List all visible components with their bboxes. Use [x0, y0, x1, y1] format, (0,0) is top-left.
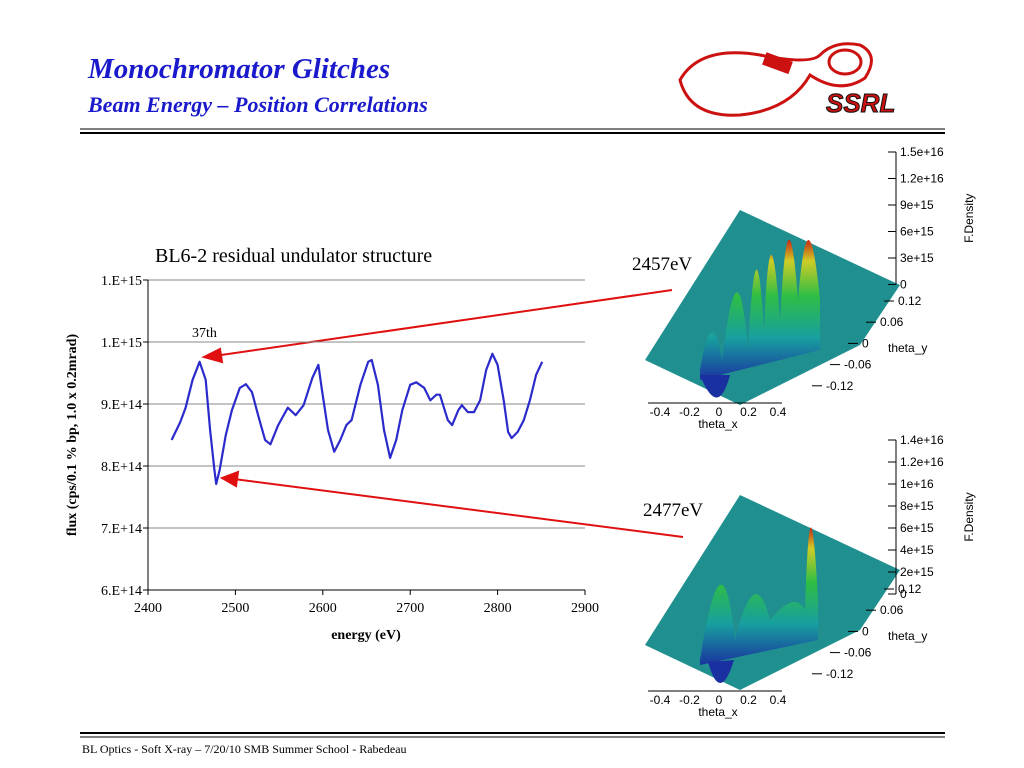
z-tick-label: 0 — [900, 278, 907, 292]
y-tick-label: 8.E+14 — [101, 460, 142, 475]
surface-dip — [708, 660, 734, 684]
chart-title: BL6-2 residual undulator structure — [155, 245, 432, 267]
z-tick-label: 1.5e+16 — [900, 145, 944, 159]
logo-text: SSRL — [826, 88, 895, 118]
x-tick-label: 2500 — [221, 601, 249, 616]
surface-label: 2477eV — [643, 500, 703, 521]
surface-plot: 2457eV 1.5e+16 1.2e+16 9e+15 6e+15 3e+15 0 F.De… — [632, 145, 976, 431]
x-tick-label: 0 — [716, 405, 723, 419]
x-tick-label: 0.2 — [740, 405, 757, 419]
x-tick-label: -0.4 — [650, 693, 671, 707]
x-tick-label: -0.2 — [679, 693, 700, 707]
x-axis-label: energy (eV) — [331, 628, 401, 643]
logo: SSRL — [678, 42, 896, 119]
z-title: F.Density — [962, 492, 976, 541]
z-tick-label: 4e+15 — [900, 543, 934, 557]
x-tick-label: 2700 — [396, 601, 424, 616]
y-title: theta_y — [888, 341, 927, 355]
y-tick-label: 0 — [862, 336, 869, 350]
z-tick-label: 8e+15 — [900, 499, 934, 513]
x-tick-label: -0.2 — [679, 405, 700, 419]
z-tick-label: 1.2e+16 — [900, 455, 944, 469]
y-tick-label: -0.12 — [826, 667, 854, 681]
annotation: 37th — [192, 326, 217, 341]
surface-label: 2457eV — [632, 254, 692, 275]
surface-peaks — [700, 527, 818, 665]
x-tick-label: 0.4 — [770, 693, 787, 707]
z-tick-label: 1.4e+16 — [900, 433, 944, 447]
title: Monochromator Glitches — [87, 53, 390, 85]
y-tick-label: 7.E+14 — [101, 522, 142, 537]
y-tick-label: -0.06 — [844, 358, 872, 372]
x-tick-label: 0.4 — [770, 405, 787, 419]
y-tick-label: 1.E+15 — [101, 274, 142, 289]
y-tick-label: 0.06 — [880, 603, 904, 617]
surface-plot: 2477eV 1.4e+16 1.2e+16 1e+16 8e+15 6e+15 4e+15… — [643, 433, 976, 719]
y-tick-label: 1.E+15 — [101, 336, 142, 351]
y-axis-label: flux (cps/0.1 % bp, 1.0 x 0.2mrad) — [65, 334, 80, 537]
surface — [645, 495, 900, 690]
data-line — [170, 352, 544, 486]
footer: BL Optics - Soft X-ray – 7/20/10 SMB Sum… — [82, 742, 407, 756]
z-title: F.Density — [962, 194, 976, 243]
y-tick-label: -0.12 — [826, 379, 854, 393]
z-tick-label: 1.2e+16 — [900, 172, 944, 186]
x-tick-label: 0.2 — [740, 693, 757, 707]
y-tick-label: 0 — [862, 624, 869, 638]
x-tick-label: 2600 — [309, 601, 337, 616]
x-tick-label: 2900 — [571, 601, 599, 616]
x-tick-label: 2800 — [484, 601, 512, 616]
subtitle: Beam Energy – Position Correlations — [87, 92, 428, 117]
x-title: theta_x — [698, 417, 737, 431]
y-tick-label: 9.E+14 — [101, 398, 142, 413]
surface-images — [645, 210, 900, 690]
x-tick-label: 0 — [716, 693, 723, 707]
z-tick-label: 0 — [900, 587, 907, 601]
surface-dip — [700, 375, 730, 398]
surface-peaks — [700, 239, 820, 380]
z-tick-label: 6e+15 — [900, 521, 934, 535]
arrows — [201, 289, 684, 538]
z-tick-label: 3e+15 — [900, 251, 934, 265]
y-tick-label: -0.06 — [844, 646, 872, 660]
x-tick-label: -0.4 — [650, 405, 671, 419]
x-title: theta_x — [698, 705, 737, 719]
z-tick-label: 6e+15 — [900, 225, 934, 239]
z-tick-label: 9e+15 — [900, 198, 934, 212]
y-title: theta_y — [888, 629, 927, 643]
y-tick-label: 0.12 — [898, 582, 922, 596]
y-tick-label: 6.E+14 — [101, 584, 142, 599]
y-tick-label: 0.06 — [880, 315, 904, 329]
x-tick-label: 2400 — [134, 601, 162, 616]
z-tick-label: 2e+15 — [900, 565, 934, 579]
z-tick-label: 1e+16 — [900, 477, 934, 491]
y-tick-label: 0.12 — [898, 294, 922, 308]
